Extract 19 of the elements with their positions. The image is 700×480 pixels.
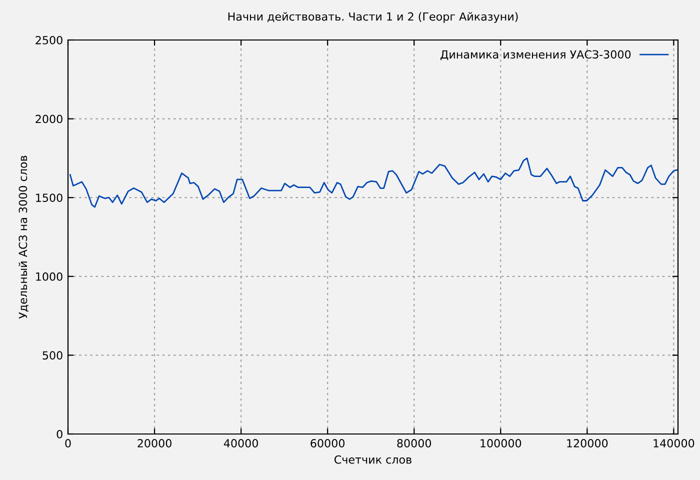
- y-tick-label: 0: [56, 430, 62, 438]
- y-tick-label: 1500: [36, 194, 62, 202]
- x-tick-label: 0: [65, 439, 71, 448]
- x-tick-label: 80000: [397, 439, 432, 448]
- chart-title: Начни действовать. Части 1 и 2 (Георг Айказуни): [228, 12, 518, 23]
- y-tick-label: 2000: [36, 114, 62, 124]
- x-tick-label: 60000: [310, 439, 345, 448]
- y-tick-label: 500: [42, 351, 62, 360]
- x-tick-label: 20000: [138, 439, 172, 448]
- legend-label: Динамика изменения УАСЗ-3000: [440, 50, 631, 60]
- x-tick-label: 100000: [480, 439, 522, 448]
- x-tick-label: 140000: [654, 439, 694, 448]
- x-tick-label: 40000: [224, 439, 258, 448]
- y-axis-title: Удельный АСЗ на 3000 слов: [18, 156, 29, 319]
- y-tick-label: 2500: [36, 36, 62, 44]
- x-axis-title: Счетчик слов: [334, 455, 412, 464]
- x-tick-label: 120000: [567, 439, 608, 448]
- line-series: [69, 158, 678, 208]
- y-tick-label: 1000: [36, 272, 62, 281]
